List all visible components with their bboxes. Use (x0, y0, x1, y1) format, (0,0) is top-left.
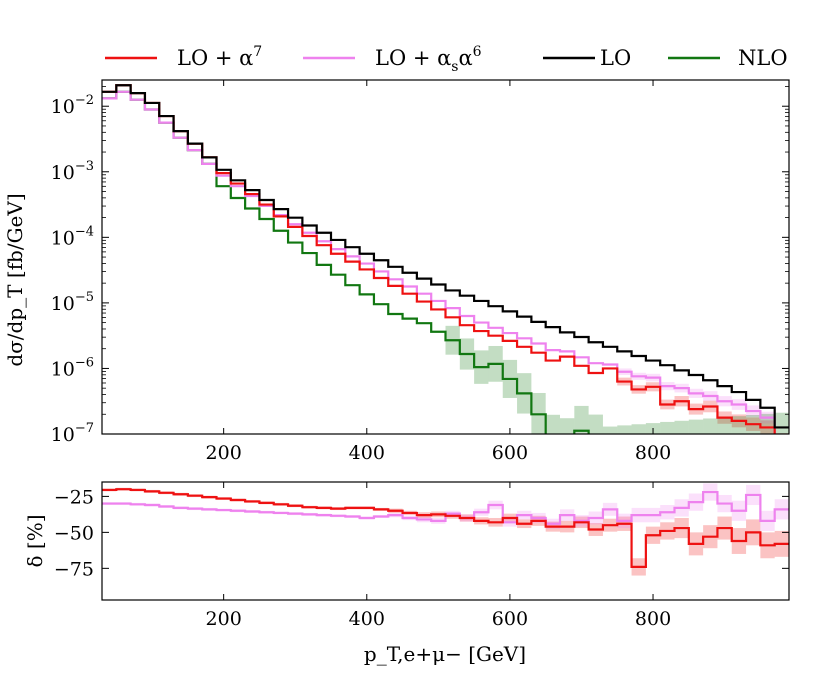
band-nlo-bin (688, 419, 704, 434)
main-y-tick-label: 10−4 (51, 224, 94, 249)
band-nlo-bin (774, 412, 789, 434)
band-nlo-bin (617, 425, 632, 434)
band-nlo-bin (717, 417, 732, 434)
legend-label-nlo: NLO (738, 46, 788, 70)
band-nlo-bin (631, 424, 646, 434)
ratio-y-tick-label: −25 (54, 486, 94, 508)
main-y-tick-label: 10−7 (51, 421, 94, 446)
band-nlo-bin (660, 421, 675, 434)
main-x-tick-label: 600 (492, 442, 528, 464)
main-y-tick-label: 10−6 (51, 355, 94, 380)
ratio-y-axis-label: δ [%] (23, 514, 47, 567)
legend-label-lo-as-alpha6: LO + αsα6 (375, 44, 482, 75)
band-nlo-bin (674, 420, 689, 434)
band-nlo-bin (545, 414, 560, 434)
ratio-x-tick-label: 800 (635, 608, 671, 630)
main-y-axis-label-text: dσ/dp_T [fb/GeV] (3, 193, 27, 366)
ratio-line-lo-7 (102, 488, 789, 569)
ratio-x-tick-label: 600 (492, 608, 528, 630)
ratio-y-axis-label-text: δ [%] (23, 514, 47, 567)
main-y-tick-label: 10−5 (51, 290, 94, 315)
ratio-line-lo-s-6 (102, 490, 789, 525)
ratio-x-tick-label: 400 (349, 608, 385, 630)
band-nlo-bin (731, 416, 747, 434)
main-plot-frame (101, 79, 790, 435)
band-nlo-bin (746, 415, 761, 434)
ratio-plot-frame (101, 481, 790, 601)
legend-entry-nlo: NLO (668, 46, 788, 70)
main-x-tick-label: 200 (206, 442, 242, 464)
main-x-tick-label: 800 (635, 442, 671, 464)
band-nlo-bin (760, 413, 775, 434)
ratio-ticks: 200 400 600 800 −25 −50 −75 (54, 482, 789, 630)
legend-entry-lo: LO (543, 46, 631, 70)
ratio-panel: 200 400 600 800 −25 −50 −75 δ [%] p_T,e+μ− [Ge… (23, 481, 790, 666)
legend-entry-lo-alpha7: LO + α7 (105, 44, 262, 70)
band-nlo-bin (588, 414, 603, 434)
main-y-tick-label: 10−2 (51, 93, 94, 118)
legend: LO + α7 LO + αsα6 LO NLO (105, 44, 788, 75)
main-y-axis-label: dσ/dp_T [fb/GeV] (3, 193, 27, 366)
ratio-y-tick-label: −50 (54, 522, 94, 544)
legend-label-lo-alpha7: LO + α7 (177, 44, 262, 70)
band-lo-7-bin (774, 433, 789, 434)
band-lo-s-6-bin (775, 434, 789, 446)
main-y-tick-label: 10−3 (51, 159, 94, 184)
band-nlo-bin (560, 418, 575, 434)
legend-label-lo: LO (600, 46, 631, 70)
band-nlo-bin (574, 405, 589, 434)
main-x-tick-label: 400 (349, 442, 385, 464)
ratio-x-tick-label: 200 (206, 608, 242, 630)
main-ticks: 200 400 600 800 10−7 10−6 10−5 10−4 10−3 10−2 (51, 80, 789, 464)
ratio-y-tick-label: −75 (54, 558, 94, 580)
ratio-series (102, 488, 789, 569)
band-nlo-bin (703, 418, 718, 434)
x-axis-label: p_T,e+μ− [GeV] (364, 642, 526, 666)
main-panel: 200 400 600 800 10−7 10−6 10−5 10−4 10−3 10−2 dσ/… (3, 79, 790, 464)
legend-entry-lo-as-alpha6: LO + αsα6 (303, 44, 482, 75)
main-series (102, 84, 789, 434)
series-line-lo (102, 84, 789, 429)
band-nlo-bin (602, 426, 618, 434)
